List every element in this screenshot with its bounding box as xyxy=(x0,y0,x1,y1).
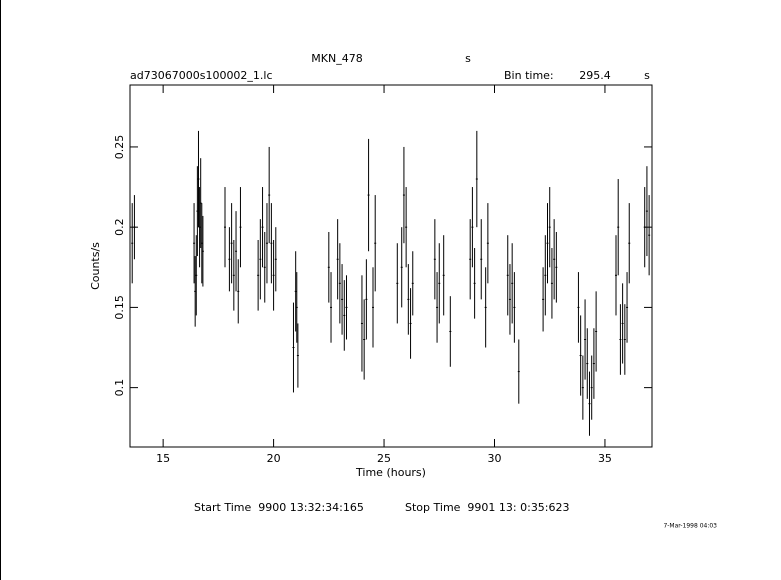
y-tick-label: 0.2 xyxy=(113,218,126,236)
y-tick-label: 0.1 xyxy=(113,379,126,397)
start-time: Start Time 9900 13:32:34:165 xyxy=(194,501,364,514)
subtitle: ad73067000s100002_1.lc xyxy=(130,69,273,82)
y-tick-label: 0.25 xyxy=(113,135,126,160)
bin-time-unit: s xyxy=(644,69,650,82)
date-stamp: 7-Mar-1998 04:03 xyxy=(663,523,717,530)
x-tick-label: 15 xyxy=(156,452,170,465)
y-tick-label: 0.15 xyxy=(113,295,126,320)
chart-title: MKN_478 xyxy=(311,52,362,65)
x-tick-label: 30 xyxy=(487,452,501,465)
bin-time: 295.4 xyxy=(579,69,611,82)
x-tick-label: 20 xyxy=(267,452,281,465)
x-tick-label: 35 xyxy=(598,452,612,465)
bin-time-label: Bin time: xyxy=(504,69,554,82)
x-tick-label: 25 xyxy=(377,452,391,465)
stop-time: Stop Time 9901 13: 0:35:623 xyxy=(405,501,570,514)
y-axis-label: Counts/s xyxy=(89,242,102,290)
title-unit: s xyxy=(465,52,471,65)
plot-frame xyxy=(129,84,653,448)
x-axis-label: Time (hours) xyxy=(355,466,426,479)
